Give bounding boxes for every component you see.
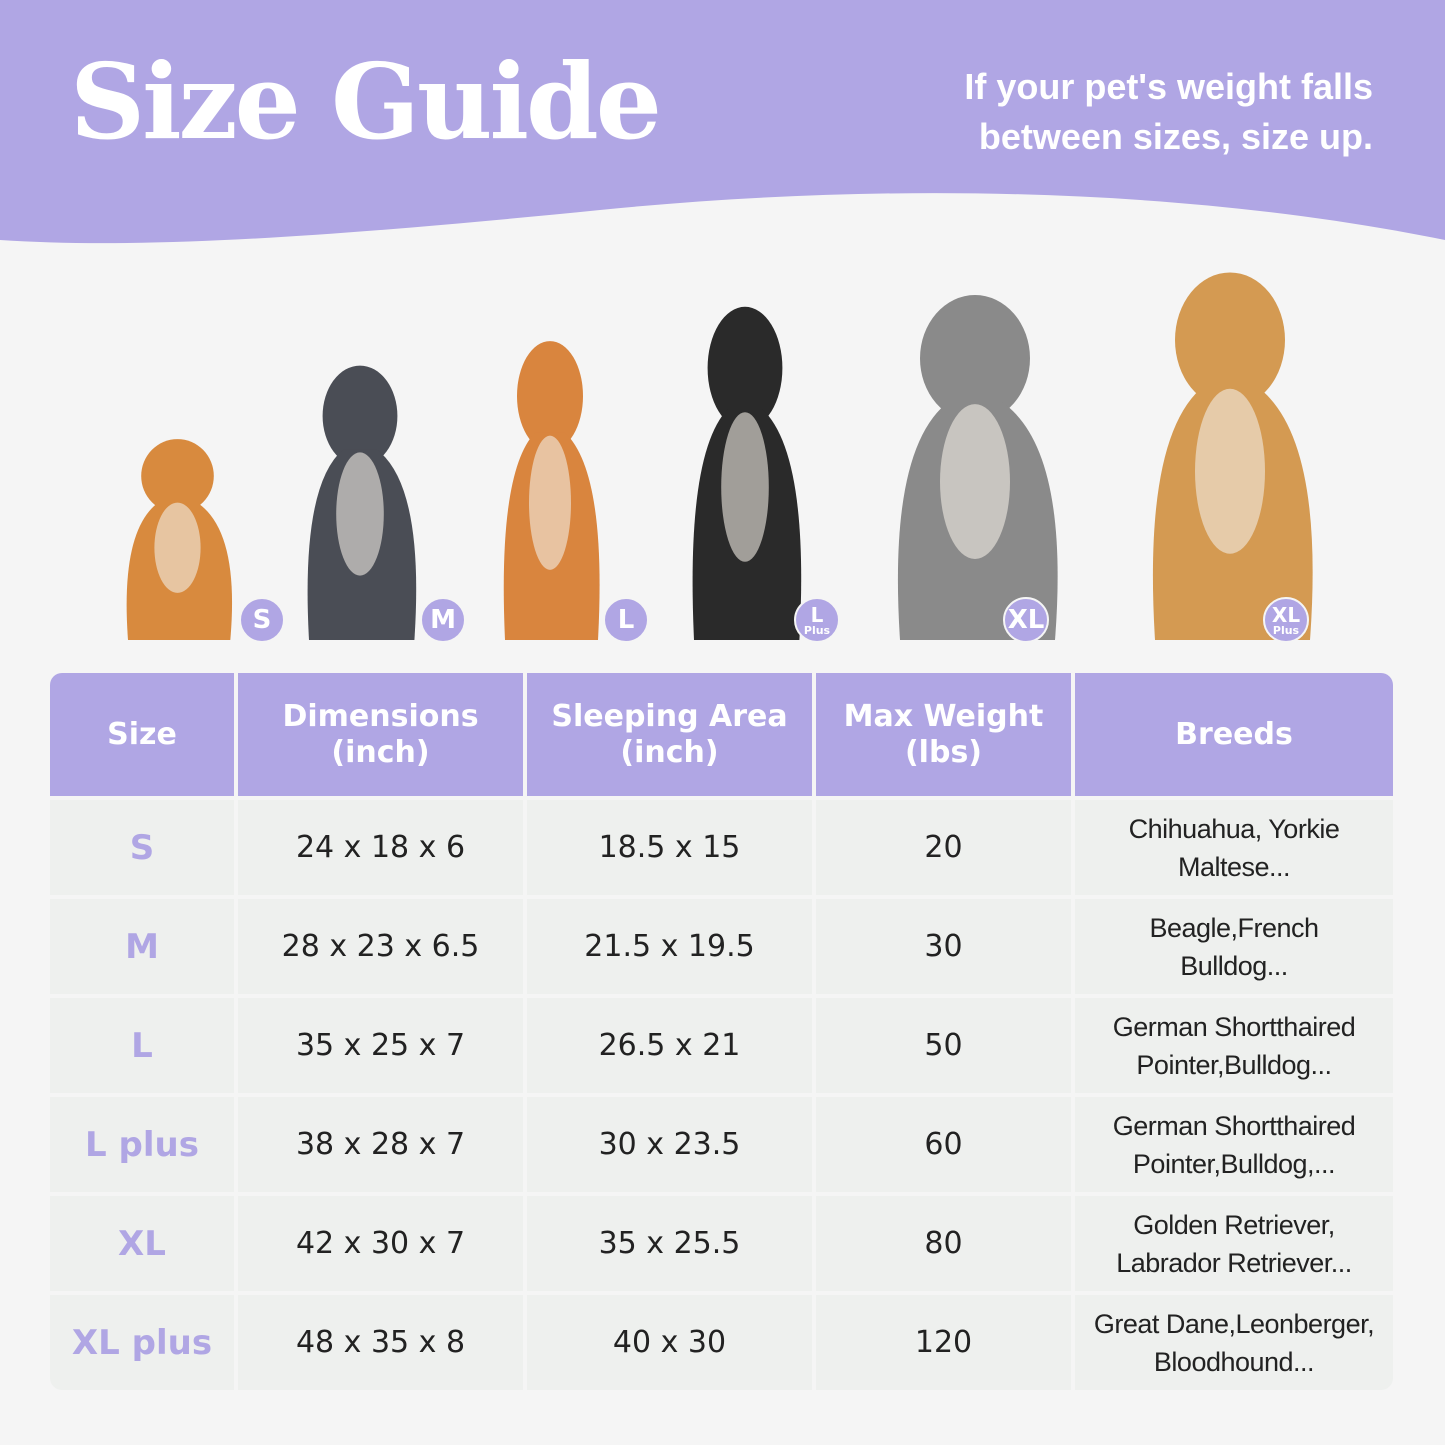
table-cell-weight: 30	[816, 899, 1071, 994]
table-cell-weight: 50	[816, 998, 1071, 1093]
table-cell-sleeping: 26.5 x 21	[527, 998, 812, 1093]
table-cell-size: S	[50, 800, 234, 895]
size-badge: XL Plus	[1263, 597, 1309, 643]
table-cell-dimensions: 28 x 23 x 6.5	[238, 899, 523, 994]
table-cell-breeds: Great Dane,Leonberger, Bloodhound...	[1075, 1295, 1393, 1390]
size-badge: M	[420, 597, 466, 643]
table-cell-sleeping: 18.5 x 15	[527, 800, 812, 895]
column-header: Breeds	[1075, 673, 1393, 796]
table-cell-breeds: Chihuahua, Yorkie Maltese...	[1075, 800, 1393, 895]
table-cell-size: XL plus	[50, 1295, 234, 1390]
table-cell-dimensions: 42 x 30 x 7	[238, 1196, 523, 1291]
size-table: Size Dimensions (inch) Sleeping Area (inch) M…	[50, 673, 1393, 1390]
column-header: Sleeping Area (inch)	[527, 673, 812, 796]
table-cell-breeds: Golden Retriever, Labrador Retriever...	[1075, 1196, 1393, 1291]
column-header: Dimensions (inch)	[238, 673, 523, 796]
table-cell-sleeping: 35 x 25.5	[527, 1196, 812, 1291]
table-cell-size: L	[50, 998, 234, 1093]
table-cell-dimensions: 38 x 28 x 7	[238, 1097, 523, 1192]
header-banner	[0, 0, 1445, 244]
table-cell-weight: 60	[816, 1097, 1071, 1192]
table-cell-weight: 80	[816, 1196, 1071, 1291]
table-cell-breeds: German Shortthaired Pointer,Bulldog...	[1075, 998, 1393, 1093]
size-badge: S	[239, 597, 285, 643]
table-cell-dimensions: 24 x 18 x 6	[238, 800, 523, 895]
size-badge: L	[603, 597, 649, 643]
dog-photo	[95, 435, 260, 640]
table-cell-weight: 120	[816, 1295, 1071, 1390]
table-cell-weight: 20	[816, 800, 1071, 895]
size-badge: L Plus	[794, 597, 840, 643]
dog-photo	[475, 335, 625, 640]
table-cell-sleeping: 21.5 x 19.5	[527, 899, 812, 994]
table-cell-breeds: German Shortthaired Pointer,Bulldog,...	[1075, 1097, 1393, 1192]
column-header: Size	[50, 673, 234, 796]
dog-photo	[850, 288, 1100, 640]
column-header: Max Weight (lbs)	[816, 673, 1071, 796]
table-cell-sleeping: 40 x 30	[527, 1295, 812, 1390]
table-cell-size: L plus	[50, 1097, 234, 1192]
table-cell-breeds: Beagle,French Bulldog...	[1075, 899, 1393, 994]
dog-photo	[660, 300, 830, 640]
table-cell-dimensions: 35 x 25 x 7	[238, 998, 523, 1093]
table-cell-size: M	[50, 899, 234, 994]
size-up-note: If your pet's weight falls between sizes…	[964, 66, 1373, 157]
table-cell-sleeping: 30 x 23.5	[527, 1097, 812, 1192]
dog-photo	[275, 360, 445, 640]
table-cell-dimensions: 48 x 35 x 8	[238, 1295, 523, 1390]
size-badge: XL	[1003, 597, 1049, 643]
page-title: Size Guide	[70, 40, 662, 163]
table-cell-size: XL	[50, 1196, 234, 1291]
dog-photo	[1105, 265, 1355, 640]
